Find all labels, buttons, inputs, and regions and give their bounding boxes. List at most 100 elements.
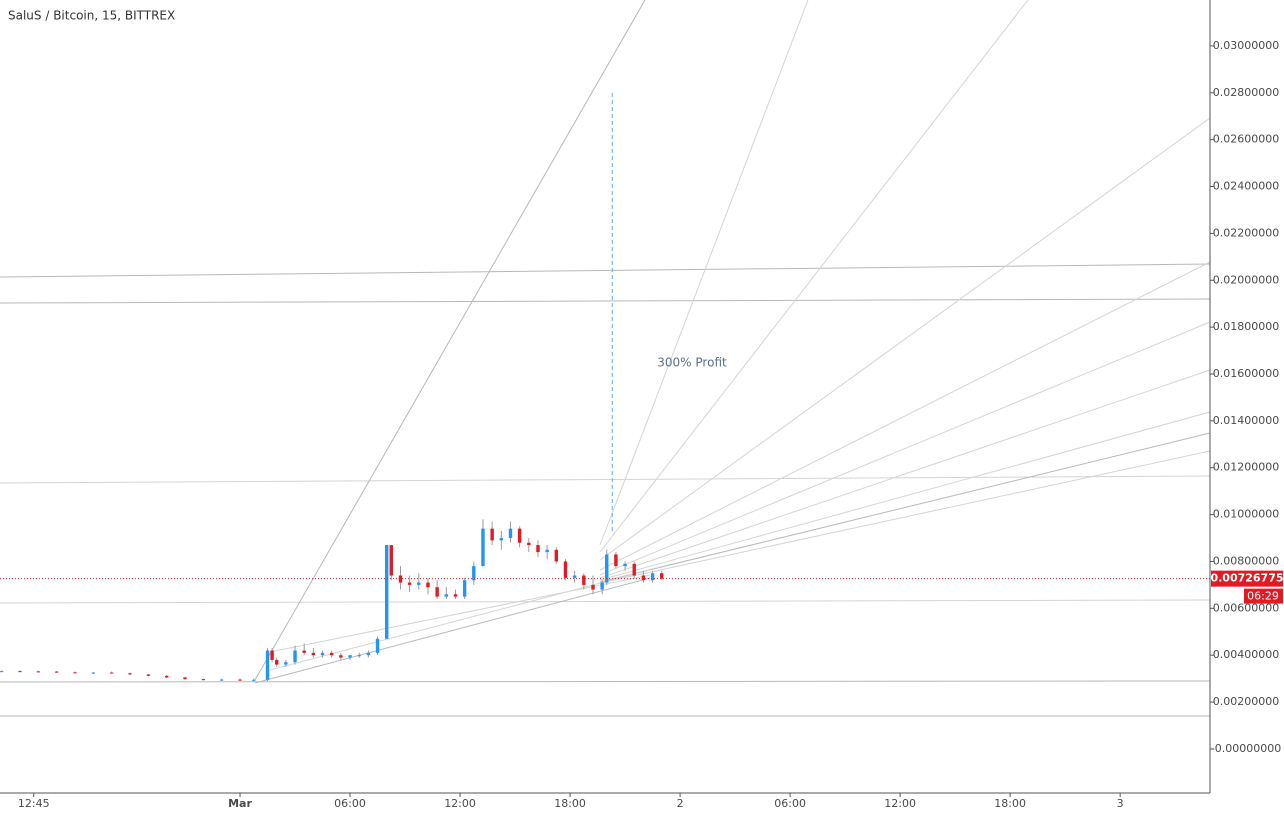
candle-body xyxy=(73,672,77,674)
candle-body xyxy=(641,575,646,581)
candle-body xyxy=(472,566,476,581)
x-tick-label: 18:00 xyxy=(554,797,586,810)
candle-body xyxy=(632,563,636,576)
y-tick-label: 0.00600000 xyxy=(1213,601,1279,614)
y-tick-label: 0.02800000 xyxy=(1213,86,1279,99)
y-tick-label: 0.03000000 xyxy=(1213,39,1279,52)
candle-body xyxy=(650,573,655,581)
candle-body xyxy=(348,655,352,658)
candle-body xyxy=(366,652,371,656)
candle-body xyxy=(357,655,361,657)
y-tick-label: 0.00400000 xyxy=(1213,648,1279,661)
x-tick-label: 12:00 xyxy=(444,797,476,810)
candle-body xyxy=(481,528,485,567)
candle-body xyxy=(600,582,604,590)
candle-body xyxy=(407,582,412,585)
y-tick-label: 0.02200000 xyxy=(1213,226,1279,239)
candle-body xyxy=(54,671,59,673)
candle-body xyxy=(270,650,274,660)
candle-body xyxy=(164,675,169,678)
y-tick-label: 0.01800000 xyxy=(1213,320,1279,333)
last-price-box xyxy=(1211,570,1283,587)
candle-body xyxy=(614,554,618,567)
candle-body xyxy=(398,575,403,583)
candle-body xyxy=(91,672,96,674)
candle-body xyxy=(426,582,430,588)
candle-body xyxy=(453,594,458,597)
candle-body xyxy=(339,655,343,658)
candle-body xyxy=(517,528,522,543)
trend-line xyxy=(254,577,651,684)
candle-body xyxy=(591,584,595,590)
candle-body xyxy=(330,652,334,656)
candle-body xyxy=(293,650,297,663)
candle-body xyxy=(36,671,41,673)
fan-line xyxy=(599,369,1211,579)
candle-body xyxy=(18,671,22,673)
candle-body xyxy=(238,679,242,681)
candle-body xyxy=(508,528,513,539)
candle-body xyxy=(582,575,586,585)
annotation: 300% Profit xyxy=(657,356,727,370)
candle-body xyxy=(219,679,224,681)
candle-body xyxy=(128,673,132,675)
candle-body xyxy=(389,545,393,576)
x-tick-label: 06:00 xyxy=(334,797,366,810)
candle-body xyxy=(444,594,449,597)
fan-line xyxy=(599,321,1211,576)
candle-body xyxy=(435,587,439,597)
x-tick-label: 18:00 xyxy=(994,797,1026,810)
candle-body xyxy=(375,638,380,653)
countdown-label: 06:29 xyxy=(1247,590,1279,603)
candle-body xyxy=(302,650,306,653)
x-tick-label: 12:45 xyxy=(18,797,50,810)
y-tick-label: 0.02000000 xyxy=(1213,273,1279,286)
x-tick-label: 06:00 xyxy=(774,797,806,810)
candle-body xyxy=(274,659,279,665)
candle-body xyxy=(109,672,114,674)
fan-line xyxy=(599,0,1029,553)
candle-body xyxy=(252,679,256,681)
h-line xyxy=(0,263,1211,278)
y-tick-label: -0.00000000 xyxy=(1211,742,1281,755)
y-tick-label: 0.01600000 xyxy=(1213,367,1279,380)
last-price-label: 0.00726775 xyxy=(1210,572,1283,585)
x-tick-label: 12:00 xyxy=(884,797,916,810)
fan-line xyxy=(599,261,1211,571)
drawings xyxy=(0,0,1211,717)
candle-body xyxy=(499,538,504,541)
candle-body xyxy=(623,563,627,567)
trend-line xyxy=(269,574,651,653)
fan-line xyxy=(599,411,1211,581)
candle-body xyxy=(490,528,494,541)
h-line xyxy=(0,599,1211,604)
fan-line xyxy=(599,117,1211,561)
candle-body xyxy=(146,674,151,676)
candle-body xyxy=(183,677,187,680)
y-tick-label: 0.00200000 xyxy=(1213,695,1279,708)
countdown-box xyxy=(1244,588,1283,604)
x-tick-label: 3 xyxy=(1117,797,1124,810)
fan-line xyxy=(599,432,1211,583)
fan-line xyxy=(254,0,646,681)
candle-body xyxy=(572,575,577,578)
x-tick-label: Mar xyxy=(228,797,252,810)
candle-body xyxy=(201,679,206,681)
h-line xyxy=(0,475,1211,484)
candle-body xyxy=(265,650,270,680)
chart-title: SaluS / Bitcoin, 15, BITTREX xyxy=(8,9,175,23)
candle-body xyxy=(660,573,664,579)
y-tick-label: 0.01000000 xyxy=(1213,508,1279,521)
candle-body xyxy=(605,554,609,583)
candle-body xyxy=(385,545,389,639)
candle-body xyxy=(417,582,421,585)
y-tick-label: 0.01400000 xyxy=(1213,414,1279,427)
y-tick-label: 0.02600000 xyxy=(1213,133,1279,146)
x-tick-label: 2 xyxy=(677,797,684,810)
h-line xyxy=(0,298,1211,304)
candle-body xyxy=(462,580,467,597)
candle-body xyxy=(554,549,559,562)
candle-body xyxy=(563,561,568,578)
